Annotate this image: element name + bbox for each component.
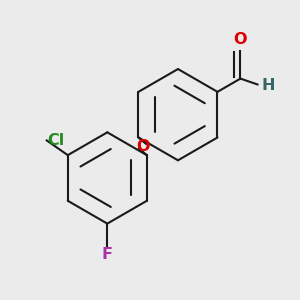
Text: H: H bbox=[261, 79, 274, 94]
Text: O: O bbox=[234, 32, 247, 47]
Text: O: O bbox=[136, 139, 149, 154]
Text: Cl: Cl bbox=[48, 133, 65, 148]
Text: F: F bbox=[102, 247, 113, 262]
